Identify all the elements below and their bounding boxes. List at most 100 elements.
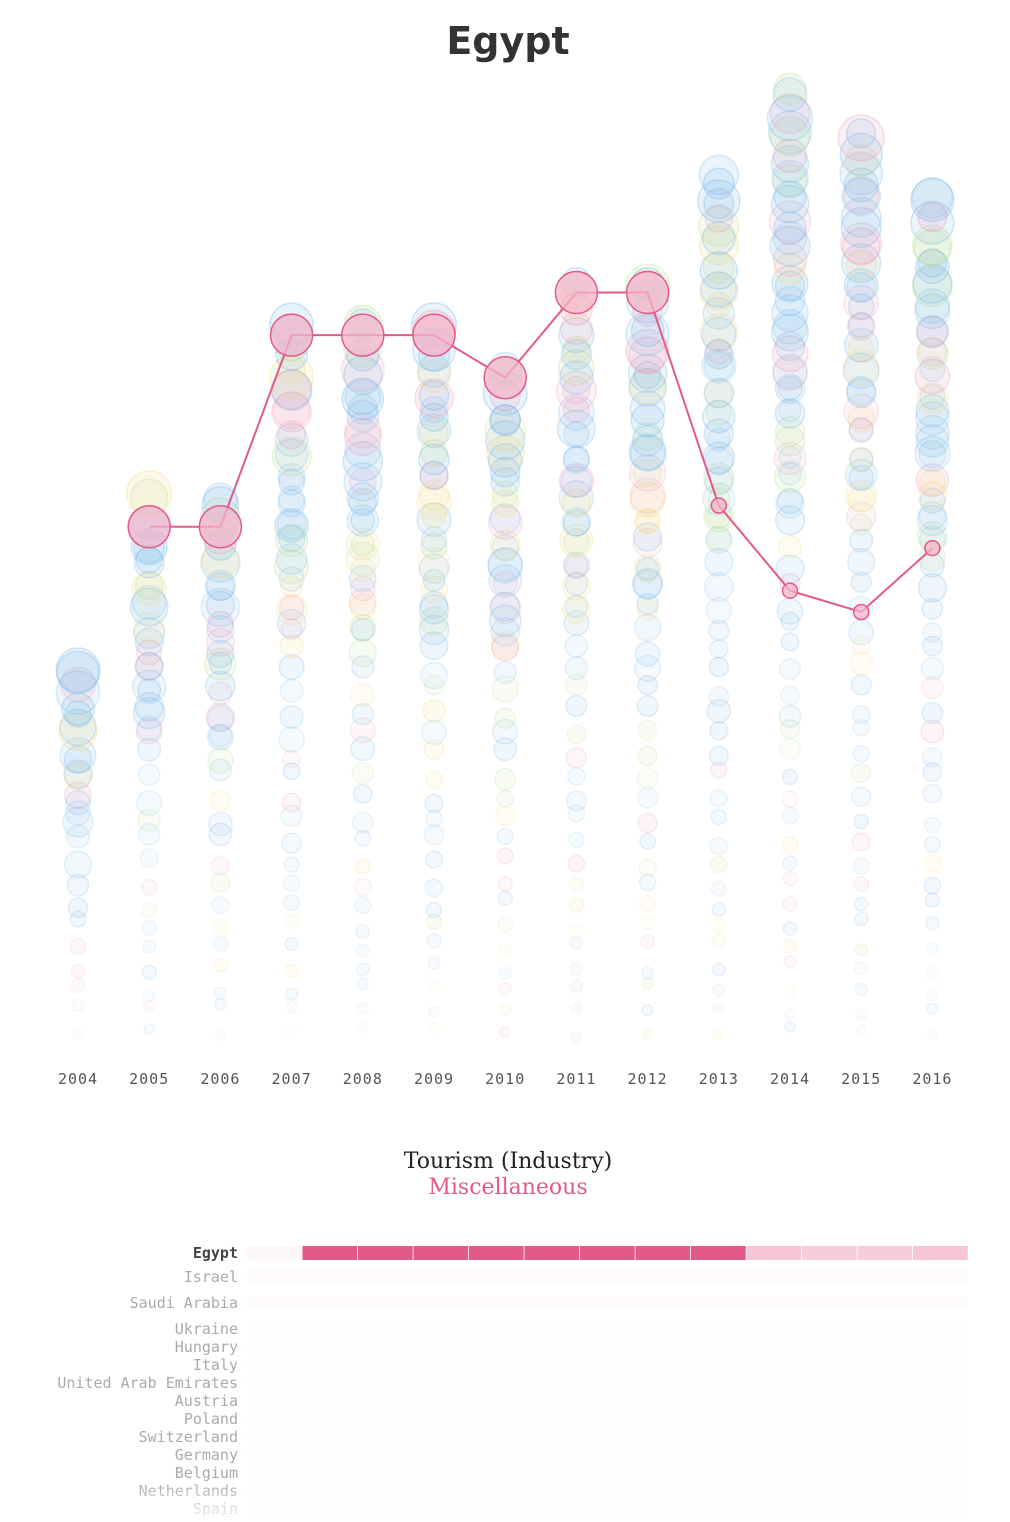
background-bubble bbox=[494, 707, 517, 730]
background-bubble bbox=[350, 736, 376, 762]
heatmap-cell bbox=[858, 1484, 913, 1496]
highlight-point[interactable] bbox=[483, 355, 527, 400]
heatmap-row-label[interactable]: Saudi Arabia bbox=[130, 1294, 238, 1312]
heatmap-cell bbox=[636, 1448, 691, 1460]
highlight-point[interactable] bbox=[852, 603, 870, 621]
background-bubble bbox=[136, 789, 163, 816]
background-bubble bbox=[851, 635, 872, 656]
background-bubble bbox=[419, 402, 449, 432]
highlight-point[interactable] bbox=[554, 270, 599, 315]
background-bubble bbox=[274, 438, 309, 473]
background-bubble bbox=[855, 1008, 868, 1021]
highlight-point[interactable] bbox=[269, 313, 314, 357]
background-bubble bbox=[852, 744, 870, 763]
background-bubble bbox=[424, 770, 444, 789]
background-bubble bbox=[851, 832, 871, 852]
background-bubble bbox=[419, 590, 449, 620]
background-bubble bbox=[711, 902, 727, 918]
heatmap-row-label[interactable]: Germany bbox=[175, 1446, 238, 1464]
heatmap-cell bbox=[913, 1484, 968, 1496]
background-bubble bbox=[355, 943, 370, 958]
heatmap-cell bbox=[525, 1466, 580, 1478]
heatmap-cell bbox=[414, 1430, 469, 1442]
heatmap-cell bbox=[580, 1412, 635, 1424]
background-bubble bbox=[557, 393, 595, 431]
heatmap-cell bbox=[747, 1466, 802, 1478]
heatmap-row-label[interactable]: Hungary bbox=[175, 1338, 238, 1356]
heatmap-cell bbox=[636, 1412, 691, 1424]
background-bubble bbox=[632, 522, 663, 552]
background-bubble bbox=[845, 118, 877, 149]
background-bubble bbox=[343, 462, 383, 502]
highlight-point[interactable] bbox=[625, 270, 670, 315]
background-bubble bbox=[423, 738, 445, 761]
background-bubble bbox=[69, 938, 87, 955]
background-bubble bbox=[567, 854, 586, 873]
background-bubble bbox=[562, 551, 591, 579]
background-bubble bbox=[274, 507, 310, 543]
background-bubble bbox=[851, 705, 871, 725]
heatmap-cell bbox=[303, 1322, 358, 1334]
heatmap-cell bbox=[580, 1358, 635, 1370]
highlight-point[interactable] bbox=[198, 505, 243, 549]
year-label-2006: 2006 bbox=[200, 1070, 240, 1088]
heatmap-row-label[interactable]: Ukraine bbox=[175, 1320, 238, 1338]
heatmap-cell bbox=[746, 1246, 802, 1260]
background-bubble bbox=[565, 747, 588, 769]
heatmap-row-label[interactable]: Israel bbox=[184, 1268, 238, 1286]
background-bubble bbox=[63, 759, 93, 789]
background-bubble bbox=[641, 1004, 654, 1017]
heatmap-cell bbox=[525, 1340, 580, 1352]
background-bubble bbox=[487, 443, 523, 478]
heatmap-row-label[interactable]: Austria bbox=[175, 1392, 238, 1410]
background-bubble bbox=[853, 875, 870, 892]
background-bubble bbox=[492, 570, 518, 596]
background-bubble bbox=[564, 553, 589, 579]
heatmap-row-label[interactable]: Egypt bbox=[193, 1244, 238, 1262]
background-bubble bbox=[570, 1032, 583, 1044]
background-bubble bbox=[355, 924, 371, 939]
highlight-point[interactable] bbox=[710, 497, 728, 514]
heatmap-row-label[interactable]: Belgium bbox=[175, 1464, 238, 1482]
background-bubble bbox=[135, 717, 163, 745]
background-bubble bbox=[497, 890, 514, 907]
heatmap-cell bbox=[358, 1358, 413, 1370]
heatmap-cell bbox=[580, 1376, 635, 1388]
heatmap-row-label[interactable]: Italy bbox=[193, 1356, 238, 1374]
background-bubble bbox=[773, 252, 807, 285]
heatmap: Egypt Israel Saudi Arabia UkraineHungaryIta… bbox=[57, 1244, 968, 1518]
highlight-point[interactable] bbox=[341, 313, 385, 357]
highlight-point[interactable] bbox=[412, 313, 456, 357]
background-bubble bbox=[208, 822, 233, 847]
heatmap-row-label[interactable]: Spain bbox=[193, 1500, 238, 1518]
background-bubble bbox=[56, 650, 100, 695]
heatmap-row-label[interactable]: Netherlands bbox=[139, 1482, 238, 1500]
heatmap-row-label[interactable]: United Arab Emirates bbox=[57, 1374, 238, 1392]
heatmap-cell bbox=[358, 1270, 413, 1282]
background-bubble bbox=[854, 943, 868, 957]
heatmap-row-label[interactable]: Poland bbox=[184, 1410, 238, 1428]
year-label-2011: 2011 bbox=[556, 1070, 596, 1088]
background-bubble bbox=[637, 812, 658, 834]
background-bubble bbox=[632, 528, 663, 559]
background-bubble bbox=[136, 715, 163, 742]
background-bubble bbox=[772, 220, 808, 256]
background-bubble bbox=[424, 878, 444, 898]
background-bubble bbox=[640, 914, 656, 930]
heatmap-cell bbox=[525, 1322, 580, 1334]
background-bubble bbox=[560, 465, 593, 498]
heatmap-cell bbox=[858, 1466, 913, 1478]
heatmap-row-label[interactable]: Switzerland bbox=[139, 1428, 238, 1446]
background-bubble bbox=[703, 350, 735, 382]
background-bubble bbox=[342, 441, 384, 482]
year-label-2009: 2009 bbox=[414, 1070, 454, 1088]
background-bubble bbox=[848, 446, 874, 473]
background-bubble bbox=[565, 790, 588, 812]
highlight-point[interactable] bbox=[781, 582, 799, 599]
highlight-point[interactable] bbox=[127, 505, 171, 549]
background-bubble bbox=[779, 718, 801, 740]
highlight-point[interactable] bbox=[924, 539, 941, 557]
background-bubble bbox=[353, 877, 373, 897]
background-bubble bbox=[925, 941, 940, 956]
heatmap-cell bbox=[858, 1322, 913, 1334]
